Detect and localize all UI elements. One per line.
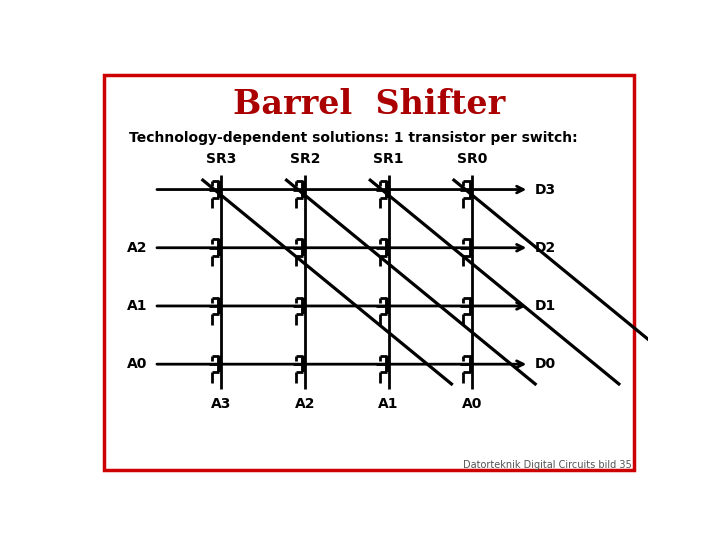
Text: A0: A0 xyxy=(127,357,148,371)
Text: D0: D0 xyxy=(535,357,556,371)
Text: A2: A2 xyxy=(127,241,148,255)
Text: D3: D3 xyxy=(535,183,556,197)
Text: D2: D2 xyxy=(535,241,556,255)
Text: A1: A1 xyxy=(127,299,148,313)
Text: A0: A0 xyxy=(462,396,482,410)
Text: A1: A1 xyxy=(378,396,399,410)
Text: Datorteknik Digital Circuits bild 35: Datorteknik Digital Circuits bild 35 xyxy=(462,460,631,470)
Text: SR1: SR1 xyxy=(373,152,404,166)
Text: A2: A2 xyxy=(294,396,315,410)
Text: SR2: SR2 xyxy=(289,152,320,166)
Text: Barrel  Shifter: Barrel Shifter xyxy=(233,88,505,121)
Text: Technology-dependent solutions: 1 transistor per switch:: Technology-dependent solutions: 1 transi… xyxy=(129,131,577,145)
Text: A3: A3 xyxy=(211,396,231,410)
Text: SR0: SR0 xyxy=(457,152,487,166)
Text: SR3: SR3 xyxy=(206,152,236,166)
Text: D1: D1 xyxy=(535,299,556,313)
